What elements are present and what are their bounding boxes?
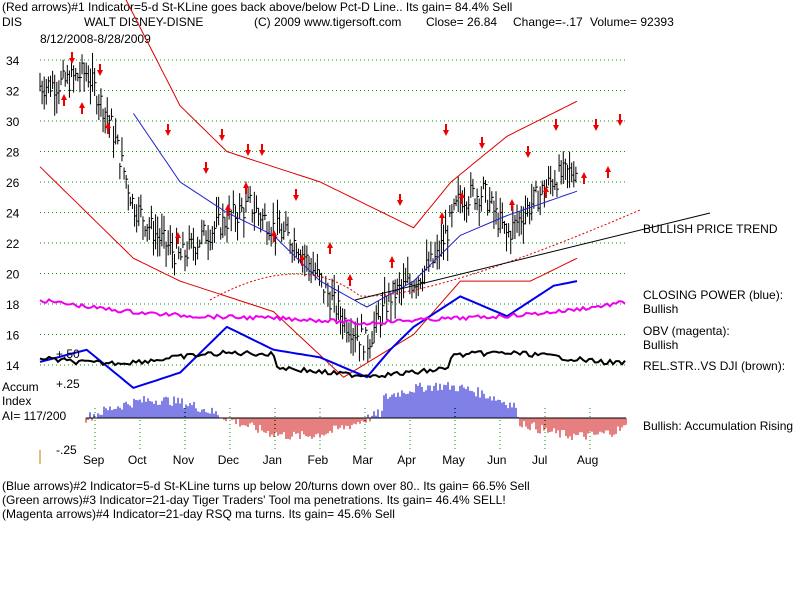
- buy-arrow: [509, 199, 515, 211]
- buy-arrow: [299, 254, 305, 266]
- buy-arrow: [243, 182, 249, 194]
- x-tick-label: Oct: [128, 453, 147, 467]
- buy-arrow: [347, 274, 353, 286]
- accum-title-2: Index: [2, 394, 32, 408]
- indicator-3-caption: (Green arrows)#3 Indicator=21-day Tiger …: [2, 493, 506, 507]
- y-tick-label: 34: [6, 54, 20, 68]
- copyright: (C) 2009 www.tigersoft.com: [254, 15, 402, 29]
- x-tick-label: Feb: [308, 453, 329, 467]
- buy-arrow: [175, 232, 181, 244]
- close-price: Close= 26.84: [426, 15, 498, 29]
- bullish-trend-line: [354, 212, 711, 301]
- x-tick-label: Mar: [352, 453, 373, 467]
- buy-arrow: [79, 102, 85, 114]
- sell-arrow: [203, 162, 209, 174]
- x-tick-label: Dec: [218, 453, 239, 467]
- moving-average-line: [132, 113, 578, 308]
- accum-bottom-tick: -.25: [56, 443, 77, 457]
- sell-arrow: [553, 119, 559, 131]
- sell-arrow: [525, 146, 531, 158]
- y-tick-label: 18: [6, 298, 20, 312]
- relstr-tick: +.50: [56, 347, 80, 361]
- accum-ai: AI= 117/200: [2, 409, 67, 423]
- sell-arrow: [593, 119, 599, 131]
- sell-arrow: [97, 64, 103, 76]
- sell-arrow: [617, 114, 623, 126]
- buy-arrow: [605, 166, 611, 178]
- sell-arrow: [165, 124, 171, 136]
- buy-arrow: [327, 242, 333, 254]
- dotted-band-line: [209, 209, 641, 301]
- indicator-4-caption: (Magenta arrows)#4 Indicator=21-day RSQ …: [2, 507, 395, 521]
- accum-top-tick: +.25: [56, 377, 80, 391]
- y-tick-label: 22: [6, 237, 20, 251]
- relstr-label: REL.STR..VS DJI (brown):: [643, 359, 786, 373]
- company-name: WALT DISNEY-DISNE: [84, 15, 204, 29]
- buy-arrow: [105, 122, 111, 134]
- y-tick-label: 32: [6, 85, 20, 99]
- x-tick-label: Jan: [263, 453, 282, 467]
- indicator-1-caption: (Red arrows)#1 Indicator=5-d St-KLine go…: [2, 0, 513, 14]
- price-change: Change=-.17: [513, 15, 583, 29]
- y-tick-label: 20: [6, 268, 20, 282]
- x-tick-label: Nov: [173, 453, 194, 467]
- buy-arrow: [225, 204, 231, 216]
- buy-arrow: [543, 186, 549, 198]
- obv-label: OBV (magenta):: [643, 324, 730, 338]
- closing-power-label: CLOSING POWER (blue):: [643, 288, 784, 302]
- y-tick-label: 16: [6, 329, 20, 343]
- sell-arrow: [397, 194, 403, 206]
- upper-band-line: [125, 0, 578, 229]
- closing-power-status: Bullish: [643, 302, 679, 316]
- x-tick-label: May: [442, 453, 465, 467]
- y-tick-label: 26: [6, 176, 20, 190]
- buy-arrow: [459, 192, 465, 204]
- y-tick-label: 14: [6, 359, 20, 373]
- indicator-2-caption: (Blue arrows)#2 Indicator=5-d St-KLine t…: [2, 479, 530, 493]
- sell-arrow: [293, 189, 299, 201]
- sell-arrow: [245, 144, 251, 156]
- sell-arrow: [479, 137, 485, 149]
- y-tick-label: 30: [6, 115, 20, 129]
- sell-arrow: [259, 144, 265, 156]
- volume: Volume= 92393: [590, 15, 674, 29]
- x-tick-label: Apr: [397, 453, 416, 467]
- sell-arrow: [219, 129, 225, 141]
- accum-status: Bullish: Accumulation Rising: [643, 419, 794, 433]
- lower-band-line: [39, 166, 578, 378]
- sell-arrow: [69, 52, 75, 64]
- x-tick-label: Aug: [577, 453, 598, 467]
- x-tick-label: Sep: [83, 453, 105, 467]
- buy-arrow: [389, 256, 395, 268]
- sell-arrow: [443, 124, 449, 136]
- buy-arrow: [439, 212, 445, 224]
- bullish-trend-label: BULLISH PRICE TREND: [643, 222, 778, 236]
- buy-arrow: [581, 172, 587, 184]
- obv-line: [39, 298, 626, 326]
- buy-arrow: [271, 230, 277, 242]
- x-tick-label: Jul: [532, 453, 547, 467]
- y-tick-label: 28: [6, 146, 20, 160]
- x-tick-label: Jun: [487, 453, 506, 467]
- date-range: 8/12/2008-8/28/2009: [40, 32, 151, 46]
- relstr-line: [39, 349, 626, 379]
- accum-title-1: Accum: [2, 380, 39, 394]
- buy-arrow: [61, 94, 67, 106]
- closing-power-line: [39, 280, 578, 390]
- ticker-symbol: DIS: [2, 15, 23, 29]
- y-tick-label: 24: [6, 207, 20, 221]
- obv-status: Bullish: [643, 338, 679, 352]
